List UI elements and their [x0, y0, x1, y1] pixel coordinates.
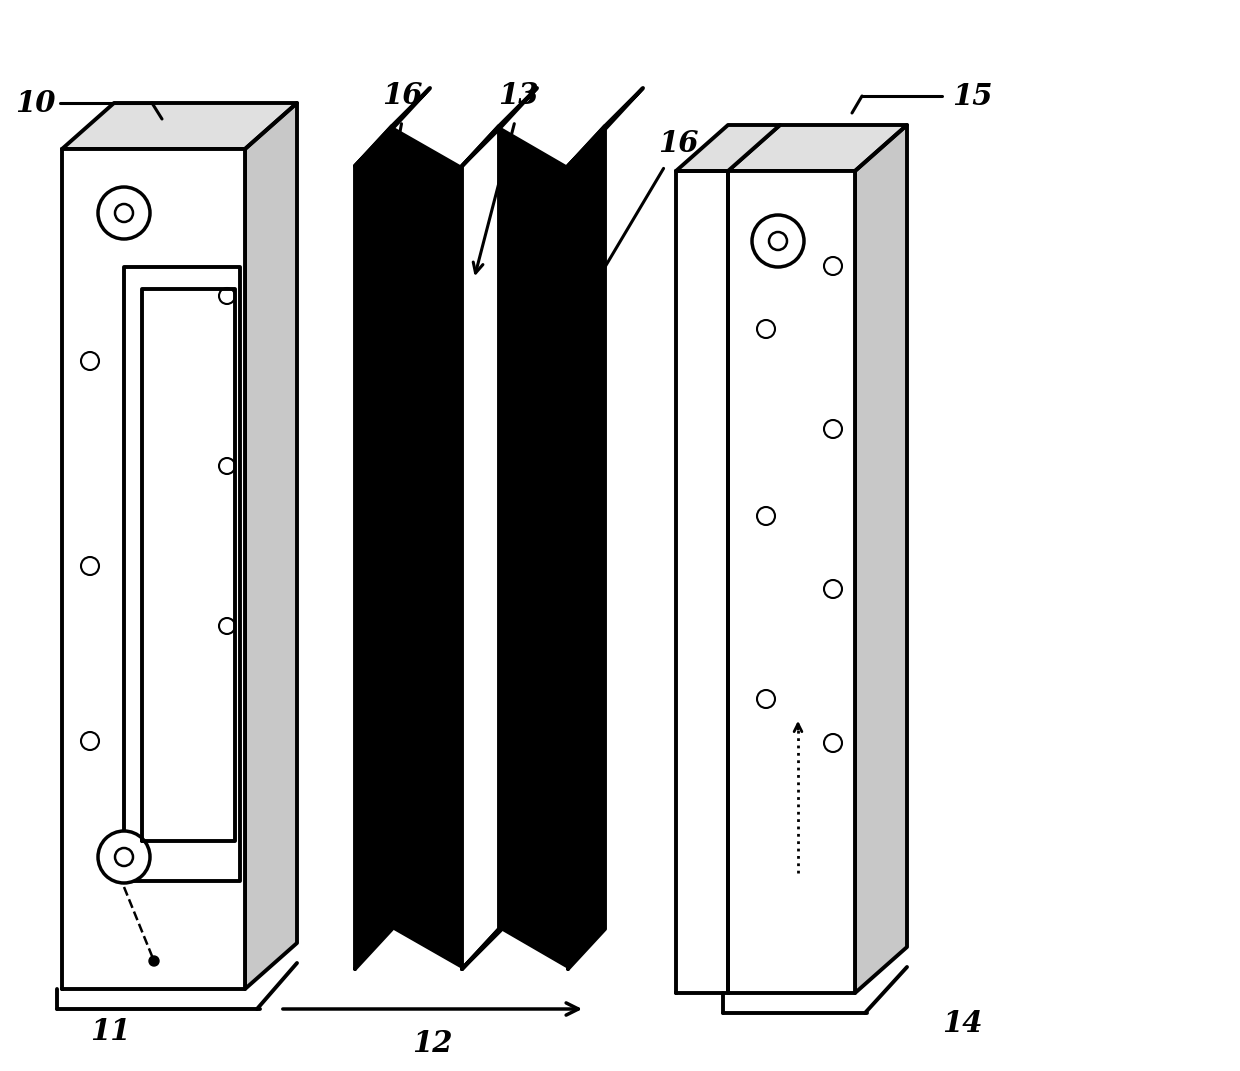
Circle shape	[756, 320, 775, 338]
Circle shape	[98, 831, 150, 883]
Text: 15: 15	[952, 81, 992, 110]
Circle shape	[115, 203, 133, 222]
Circle shape	[825, 734, 842, 752]
Circle shape	[756, 507, 775, 525]
Polygon shape	[246, 103, 298, 989]
Circle shape	[115, 848, 133, 866]
Text: 11: 11	[89, 1016, 130, 1045]
Circle shape	[219, 618, 236, 634]
Polygon shape	[62, 149, 246, 989]
Polygon shape	[676, 171, 728, 993]
Polygon shape	[124, 267, 241, 881]
Circle shape	[219, 288, 236, 304]
Polygon shape	[62, 103, 298, 149]
Circle shape	[751, 215, 804, 267]
Circle shape	[219, 458, 236, 474]
Polygon shape	[463, 88, 537, 166]
Polygon shape	[728, 171, 856, 993]
Polygon shape	[392, 126, 463, 969]
Circle shape	[769, 232, 787, 250]
Circle shape	[81, 731, 99, 750]
Circle shape	[825, 580, 842, 598]
Text: 14: 14	[941, 1009, 982, 1038]
Circle shape	[149, 956, 159, 966]
Polygon shape	[355, 126, 392, 969]
Polygon shape	[463, 891, 537, 969]
Text: 10: 10	[15, 89, 56, 118]
Text: 12: 12	[412, 1028, 453, 1057]
Polygon shape	[568, 88, 644, 166]
Polygon shape	[143, 289, 236, 841]
Circle shape	[756, 690, 775, 708]
Polygon shape	[355, 88, 430, 166]
Polygon shape	[856, 125, 906, 993]
Circle shape	[81, 352, 99, 369]
Text: 16: 16	[382, 80, 423, 109]
Polygon shape	[463, 126, 498, 969]
Circle shape	[825, 420, 842, 438]
Text: 13: 13	[497, 80, 538, 109]
Circle shape	[81, 557, 99, 575]
Circle shape	[825, 257, 842, 275]
Polygon shape	[498, 126, 568, 969]
Polygon shape	[568, 126, 605, 969]
Polygon shape	[676, 125, 780, 171]
Circle shape	[98, 187, 150, 239]
Text: 16: 16	[657, 129, 698, 157]
Polygon shape	[728, 125, 906, 171]
